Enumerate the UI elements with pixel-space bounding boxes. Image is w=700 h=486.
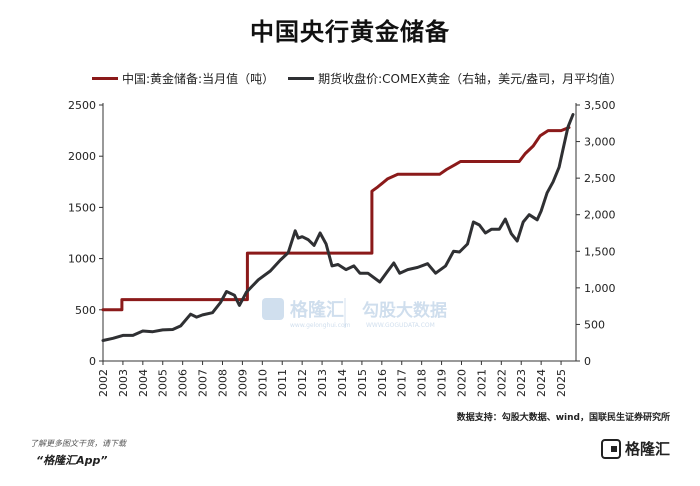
series-line-comex-gold	[101, 113, 575, 342]
x-tick-label: 2009	[236, 369, 249, 397]
y-left-tick-label: 2500	[68, 99, 96, 112]
y-right-tick-label: 1,000	[584, 282, 616, 295]
watermark-brand-name: 格隆汇	[290, 299, 344, 321]
watermark-partner-url: WWW.GOGUDATA.COM	[366, 322, 435, 329]
x-tick-label: 2010	[256, 369, 269, 397]
y-right-tick-label: 1,500	[584, 245, 616, 258]
legend-label-reserves: 中国:黄金储备:当月值（吨）	[122, 72, 275, 86]
y-right-tick-label: 500	[584, 318, 605, 331]
y-left-tick-label: 1000	[68, 253, 96, 266]
x-tick-label: 2024	[535, 369, 548, 397]
y-right-tick-label: 3,000	[584, 136, 616, 149]
legend-item-gold: 期货收盘价:COMEX黄金（右轴，美元/盎司，月平均值）	[288, 70, 622, 87]
chart-plot: 格隆汇 www.gelonghui.com 勾股大数据 WWW.GOGUDATA…	[68, 99, 616, 397]
legend-item-reserves: 中国:黄金储备:当月值（吨）	[92, 70, 274, 87]
y-left-tick-label: 500	[75, 304, 96, 317]
x-tick-label: 2025	[555, 369, 568, 397]
x-tick-label: 2018	[416, 369, 429, 397]
x-tick-label: 2013	[316, 369, 329, 397]
y-left-tick-label: 0	[89, 355, 96, 368]
brand-logo-icon	[600, 438, 621, 459]
source-note: 数据支持：勾股大数据、wind，国联民生证券研究所	[456, 413, 670, 423]
footer-brand: 格隆汇	[600, 438, 670, 459]
series-line-reserves	[101, 126, 571, 312]
watermark-partner: 勾股大数据 WWW.GOGUDATA.COM	[362, 300, 447, 329]
y-right-tick-label: 2,500	[584, 172, 616, 185]
footer-promo: 了解更多图文干货，请下载	[30, 439, 126, 448]
x-tick-label: 2014	[336, 369, 349, 397]
x-tick-label: 2023	[515, 369, 528, 397]
x-tick-label: 2021	[475, 369, 488, 397]
footer: 了解更多图文干货，请下载 “格隆汇App” 格隆汇	[0, 426, 700, 486]
watermark-brand-url: www.gelonghui.com	[290, 322, 351, 329]
legend-swatch-reserves	[92, 77, 118, 80]
legend: 中国:黄金储备:当月值（吨） 期货收盘价:COMEX黄金（右轴，美元/盎司，月平…	[92, 70, 692, 87]
y-left-tick-label: 2000	[68, 150, 96, 163]
y-right-tick-label: 3,500	[584, 99, 616, 112]
x-tick-label: 2015	[356, 369, 369, 397]
legend-label-gold: 期货收盘价:COMEX黄金（右轴，美元/盎司，月平均值）	[318, 72, 623, 86]
x-tick-label: 2002	[97, 369, 110, 397]
y-right-tick-label: 0	[584, 355, 591, 368]
brand-name: 格隆汇	[624, 440, 670, 458]
x-tick-label: 2016	[376, 369, 389, 397]
watermark-partner-name: 勾股大数据	[362, 300, 447, 321]
watermark-brand: 格隆汇 www.gelonghui.com	[262, 298, 351, 329]
footer-app-name: “格隆汇App”	[36, 454, 108, 467]
x-tick-label: 2005	[157, 369, 170, 397]
x-tick-label: 2012	[296, 369, 309, 397]
x-tick-label: 2003	[117, 369, 130, 397]
x-tick-label: 2007	[197, 369, 210, 397]
x-tick-label: 2017	[396, 369, 409, 397]
x-tick-label: 2020	[455, 369, 468, 397]
x-tick-label: 2019	[436, 369, 449, 397]
x-tick-label: 2006	[177, 369, 190, 397]
y-left-tick-label: 1500	[68, 201, 96, 214]
x-tick-label: 2004	[137, 369, 150, 397]
chart-title: 中国央行黄金储备	[250, 18, 450, 46]
watermark-brand-logo	[262, 298, 284, 320]
y-right-tick-label: 2,000	[584, 209, 616, 222]
x-tick-label: 2022	[495, 369, 508, 397]
x-tick-label: 2008	[216, 369, 229, 397]
legend-swatch-gold	[288, 77, 315, 80]
x-tick-label: 2011	[276, 369, 289, 397]
